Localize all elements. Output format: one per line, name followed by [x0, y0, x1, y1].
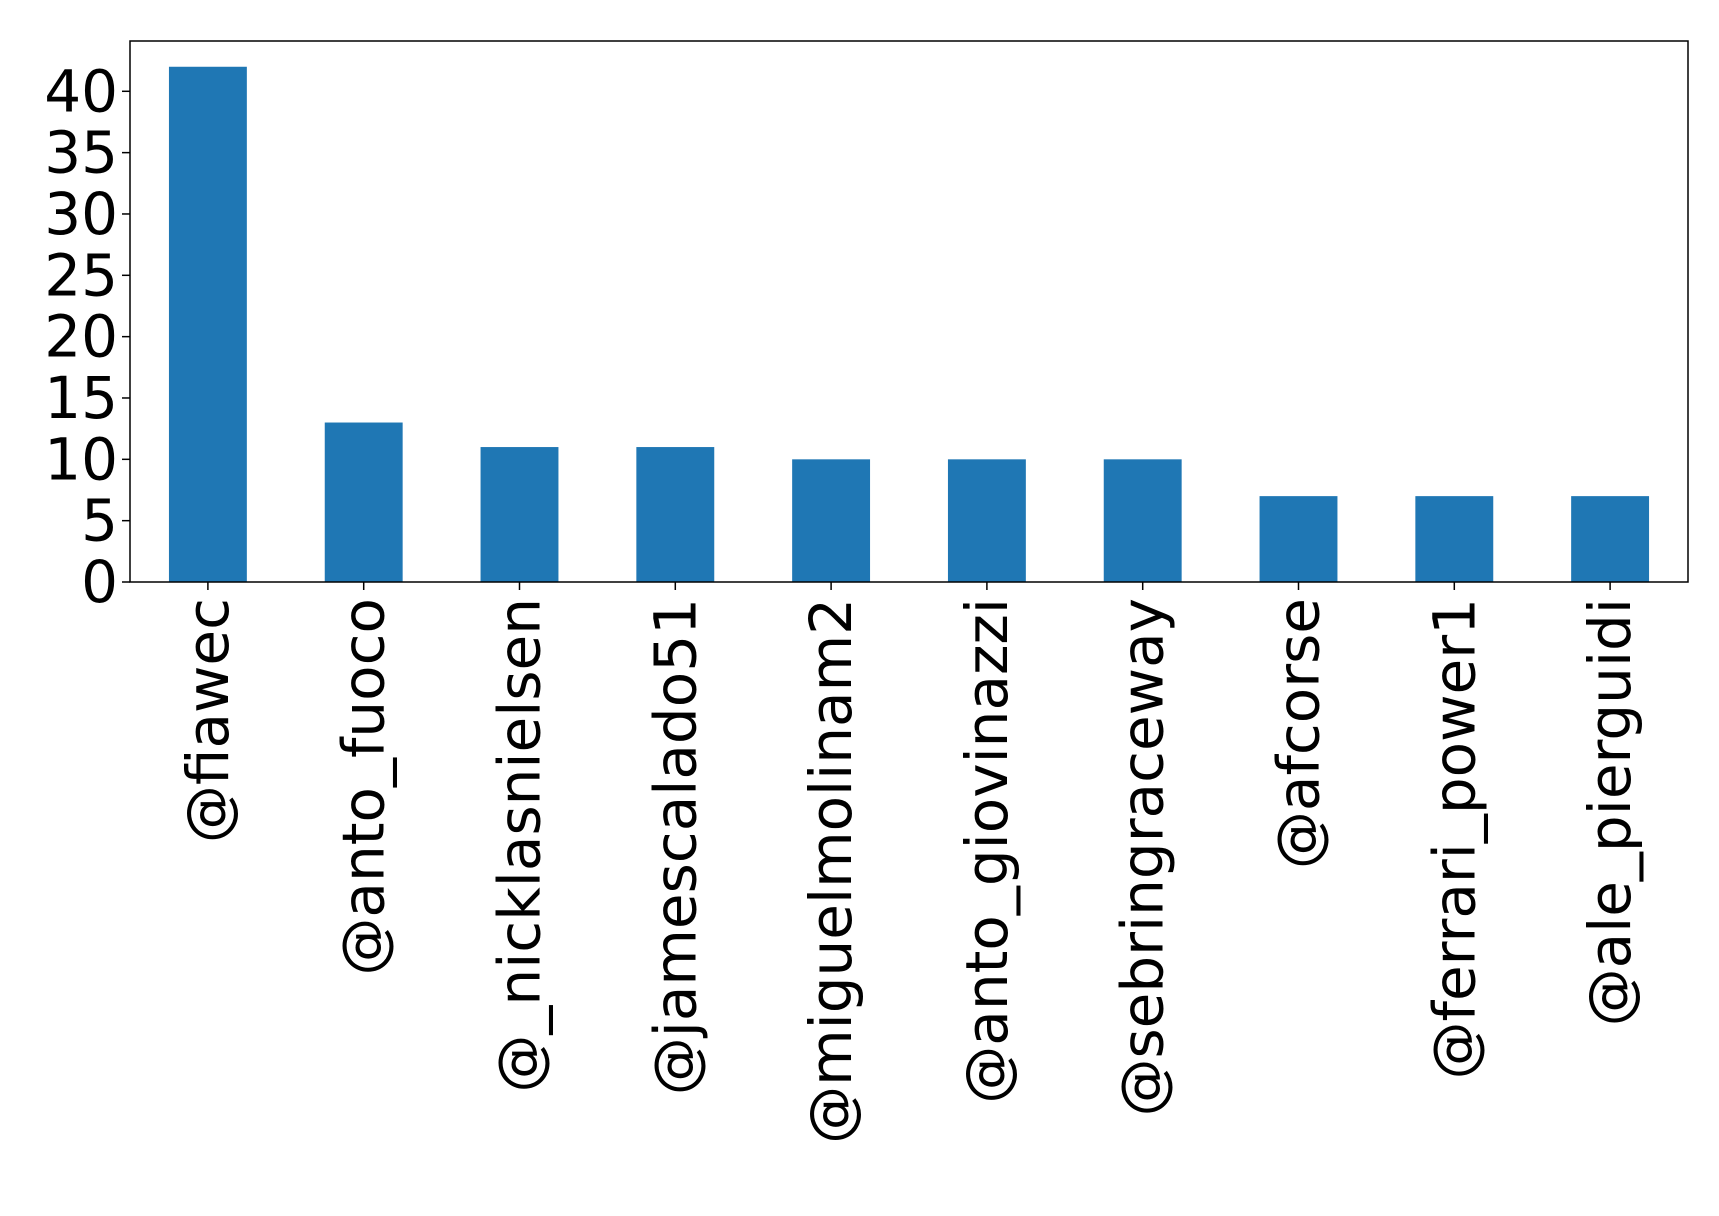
x-tick-label: @ferrari_power1	[1420, 598, 1488, 1079]
y-tick-label: 40	[44, 57, 118, 125]
x-tick-label: @anto_fuoco	[330, 598, 398, 976]
y-tick-label: 5	[81, 487, 118, 555]
x-tick-label: @_nicklasnielsen	[486, 598, 554, 1093]
x-tick-label: @fiawec	[174, 598, 242, 843]
plot-frame	[129, 40, 1689, 583]
x-tick-label: @miguelmolinam2	[797, 598, 865, 1144]
y-tick-label: 20	[44, 303, 118, 371]
bar-6	[1103, 459, 1182, 582]
bar-3	[636, 447, 715, 582]
bars-group	[168, 66, 1650, 582]
x-tick-label: @jamescalado51	[641, 598, 709, 1095]
x-axis-ticks: @fiawec @anto_fuoco @_nicklasnielsen @james…	[174, 582, 1644, 1144]
y-tick-label: 35	[44, 119, 118, 187]
bar-0	[168, 66, 247, 582]
x-tick-label: @afcorse	[1265, 598, 1333, 869]
x-tick-label: @sebringraceway	[1109, 598, 1177, 1117]
bar-5	[947, 459, 1026, 582]
bar-9	[1571, 496, 1650, 582]
y-tick-label: 10	[44, 425, 118, 493]
bar-7	[1259, 496, 1338, 582]
y-tick-label: 15	[44, 364, 118, 432]
bar-2	[480, 447, 559, 582]
bar-4	[792, 459, 871, 582]
y-tick-label: 30	[44, 180, 118, 248]
y-tick-label: 0	[81, 548, 118, 616]
x-tick-label: @anto_giovinazzi	[953, 598, 1021, 1104]
bar-1	[324, 422, 403, 582]
y-tick-label: 25	[44, 241, 118, 309]
bar-8	[1415, 496, 1494, 582]
x-tick-label: @ale_pierguidi	[1576, 598, 1644, 1026]
